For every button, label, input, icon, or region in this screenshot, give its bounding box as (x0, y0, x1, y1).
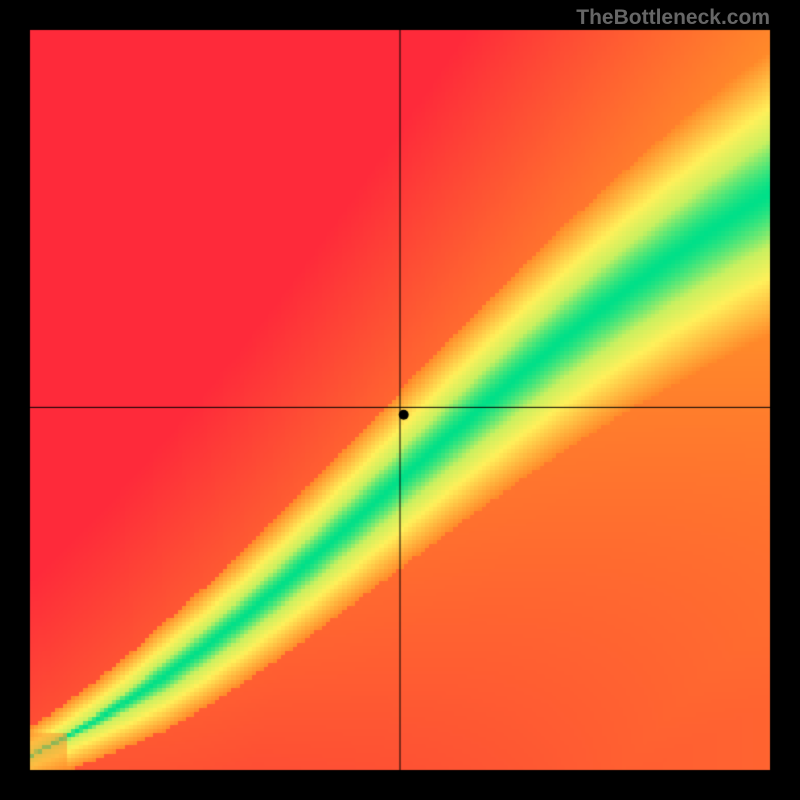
chart-container: TheBottleneck.com (0, 0, 800, 800)
watermark-text: TheBottleneck.com (576, 6, 770, 30)
bottleneck-heatmap (0, 0, 800, 800)
